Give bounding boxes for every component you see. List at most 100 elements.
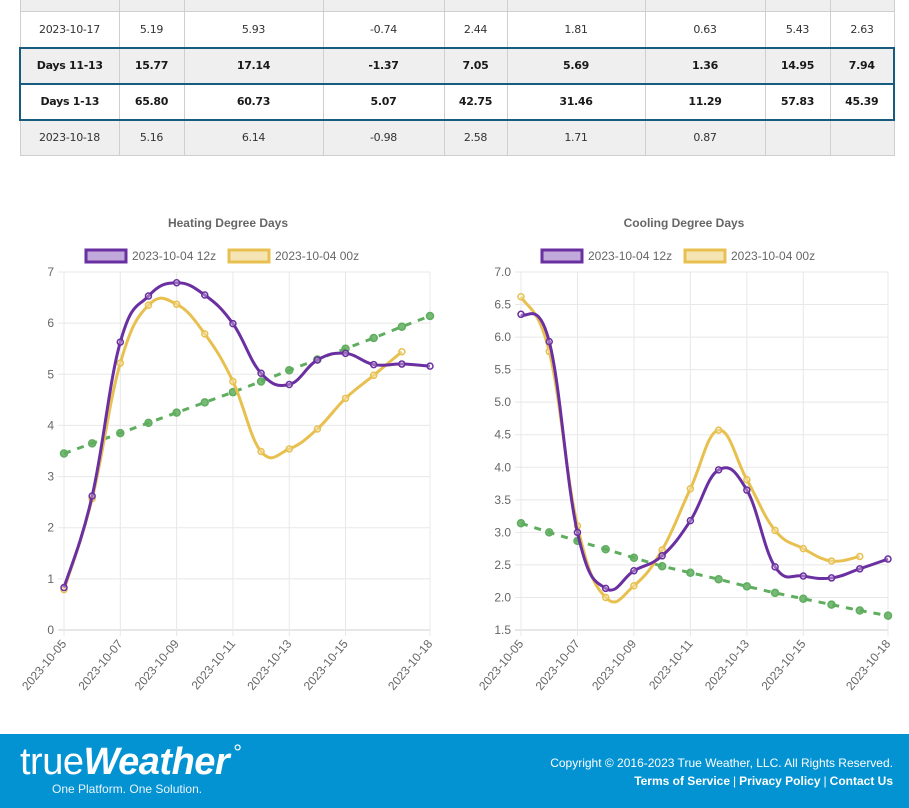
value-cell: -0.74: [322, 11, 445, 48]
series-12z-point: [398, 360, 406, 368]
y-tick-label: 5.0: [494, 395, 511, 409]
hdd-chart: Heating Degree Days 2023-10-04 12z 2023-10…: [10, 200, 450, 715]
value-cell: 5.07: [322, 82, 445, 121]
trueweather-logo[interactable]: trueWeather °: [20, 740, 242, 787]
legend-label[interactable]: 2023-10-04 00z: [275, 249, 359, 263]
series-12z-point: [686, 516, 695, 525]
y-tick-label: 7.0: [494, 265, 511, 279]
value-cell: [764, 0, 831, 12]
series-12z-point: [827, 574, 836, 582]
value-cell: 1.81: [506, 11, 646, 48]
value-cell: 7.05: [443, 46, 508, 85]
series-00z-point: [144, 301, 153, 309]
value-cell: 2.58: [443, 119, 508, 156]
value-cell: 31.46: [506, 82, 646, 121]
value-cell: 14.95: [764, 46, 831, 85]
cdd-chart: Cooling Degree Days 2023-10-04 12z 2023-10…: [460, 200, 909, 715]
x-tick-label: 2023-10-18: [843, 637, 893, 693]
series-00z-point: [116, 359, 125, 367]
row-label-cell: 2023-10-17: [19, 11, 120, 48]
series-normal-point: [629, 553, 639, 562]
row-label-cell: Days 1-13: [19, 82, 120, 121]
series-00z-point: [686, 485, 695, 493]
series-normal-point: [770, 588, 780, 598]
series-00z-point: [827, 557, 836, 565]
forecast-table: 2023-10-17 5.19 5.93 -0.74 2.44 1.81 0.63 5.43 2…: [19, 0, 895, 156]
series-00z-point: [601, 593, 610, 602]
series-12z-point: [714, 466, 723, 474]
x-tick-label: 2023-10-15: [758, 637, 808, 693]
legend-label[interactable]: 2023-10-04 12z: [588, 249, 672, 263]
series-12z-point: [856, 565, 864, 573]
series-12z-point: [229, 319, 237, 328]
series-12z-line: [62, 281, 431, 588]
legend-swatch[interactable]: [84, 248, 128, 264]
value-cell: 17.14: [183, 46, 324, 85]
series-12z-point: [60, 583, 68, 592]
legend-label[interactable]: 2023-10-04 00z: [731, 249, 815, 263]
y-tick-label: 2.5: [494, 558, 511, 572]
series-00z-point: [201, 330, 209, 338]
series-12z-line: [519, 312, 889, 592]
y-tick-label: 6: [47, 316, 54, 330]
logo-text-true: true: [20, 741, 84, 783]
logo-text-weather: Weather: [83, 741, 230, 783]
series-00z-point: [630, 581, 638, 590]
x-tick-label: 2023-10-11: [189, 637, 239, 693]
series-12z-point: [313, 356, 322, 364]
y-tick-label: 7: [47, 265, 54, 279]
series-12z-point: [144, 292, 153, 300]
y-tick-label: 6.0: [494, 330, 511, 344]
value-cell: 60.73: [183, 82, 324, 121]
value-cell: 2.63: [829, 11, 895, 48]
series-normal-point: [87, 439, 97, 448]
value-cell: 0.63: [644, 11, 766, 48]
series-12z-point: [426, 362, 434, 370]
series-12z-point: [116, 338, 125, 346]
degree-mark-icon: °: [233, 740, 242, 765]
series-normal-point: [799, 594, 808, 604]
value-cell: [829, 0, 895, 12]
value-cell: 0.87: [644, 119, 766, 156]
value-cell: 42.75: [443, 82, 508, 121]
series-normal-point: [714, 574, 723, 584]
value-cell: 5.19: [118, 11, 185, 48]
value-cell: [443, 0, 508, 12]
legend-swatch[interactable]: [683, 248, 727, 264]
row-label-cell: Days 11-13: [19, 46, 120, 85]
series-normal-point: [544, 528, 554, 537]
legend-swatch[interactable]: [227, 248, 271, 264]
hdd-chart-svg: Heating Degree Days 2023-10-04 12z 2023-10…: [19, 216, 435, 693]
value-cell: 5.43: [764, 11, 831, 48]
value-cell: 15.77: [118, 46, 185, 85]
series-normal-line: [63, 314, 431, 455]
value-cell: [183, 0, 324, 12]
series-normal-point: [116, 428, 125, 438]
series-00z-point: [229, 377, 237, 386]
y-tick-label: 2.0: [494, 590, 511, 604]
legend-swatch[interactable]: [540, 248, 584, 264]
legend-label[interactable]: 2023-10-04 12z: [132, 249, 216, 263]
x-tick-label: 2023-10-09: [132, 637, 182, 693]
series-normal-point: [827, 600, 836, 609]
series-normal-point: [284, 365, 294, 375]
series-00z-point: [172, 300, 181, 308]
x-tick-label: 2023-10-09: [589, 637, 639, 693]
series-00z-point: [285, 445, 293, 453]
series-12z-point: [743, 486, 751, 494]
y-tick-label: 3.0: [494, 525, 511, 539]
link-separator: |: [823, 774, 827, 788]
footer-links: Terms of Service | Privacy Policy | Contact …: [634, 774, 893, 788]
value-cell: -0.98: [322, 119, 445, 156]
series-00z-point: [856, 552, 864, 561]
value-cell: 5.93: [183, 11, 324, 48]
series-12z-point: [545, 337, 553, 346]
x-tick-label: 2023-10-07: [75, 637, 125, 693]
terms-of-service-link[interactable]: Terms of Service: [634, 774, 731, 788]
privacy-policy-link[interactable]: Privacy Policy: [739, 774, 821, 788]
y-tick-label: 3.5: [494, 493, 511, 507]
series-00z-point: [743, 475, 751, 484]
contact-us-link[interactable]: Contact Us: [829, 774, 893, 788]
y-tick-label: 2: [47, 521, 54, 535]
table-row: [19, 0, 895, 12]
